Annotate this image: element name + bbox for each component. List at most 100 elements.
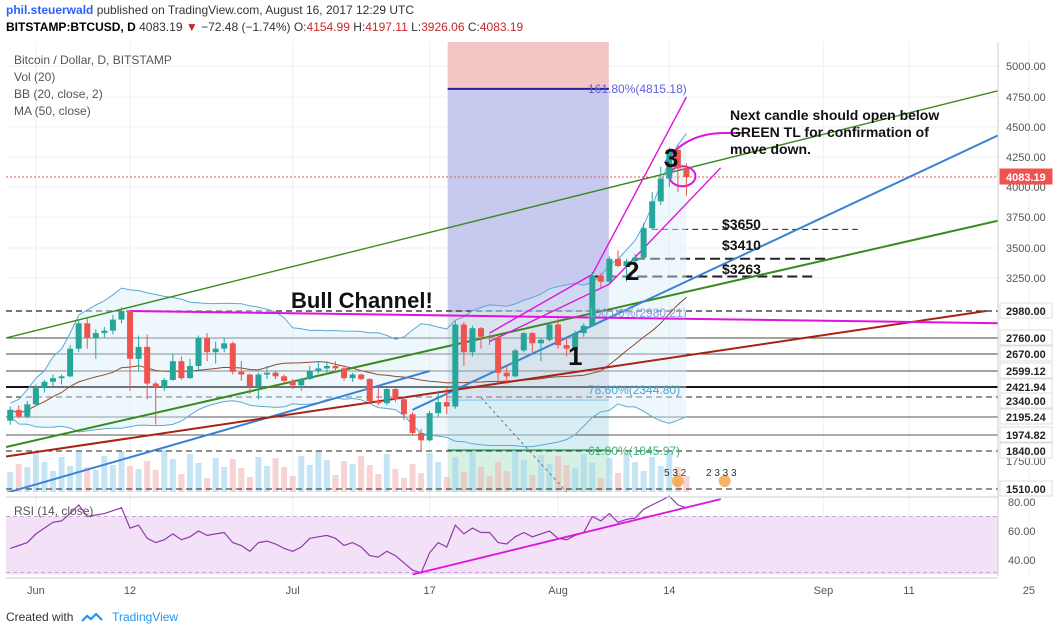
volume-bar — [101, 456, 108, 492]
publish-line: phil.steuerwald published on TradingView… — [6, 2, 1046, 19]
high-label: H: — [353, 20, 366, 34]
candle-body — [435, 402, 442, 414]
author-link[interactable]: phil.steuerwald — [6, 3, 94, 17]
volume-bar — [478, 467, 484, 492]
price-tick-label: 4250.00 — [1006, 152, 1046, 164]
volume-bar — [563, 465, 570, 492]
candle-body — [640, 228, 647, 258]
candle-body — [546, 324, 553, 340]
volume-bar — [161, 450, 168, 492]
tradingview-link[interactable]: TradingView — [112, 610, 179, 624]
legend-ma: MA (50, close) — [14, 104, 91, 118]
candle-body — [589, 275, 596, 326]
candle-body — [443, 402, 450, 407]
volume-bar — [238, 468, 245, 492]
candle-body — [229, 343, 236, 372]
volume-bar — [264, 466, 270, 492]
volume-bar — [15, 464, 22, 492]
volume-bar — [512, 451, 519, 492]
wave-2-label: 2 — [625, 256, 639, 286]
fib-zone-cyan — [447, 400, 609, 451]
note-line-1: Next candle should open below — [730, 107, 939, 123]
volume-bar — [32, 453, 39, 492]
open-label: O: — [293, 20, 307, 34]
candle-body — [400, 399, 407, 415]
level-3263-label: $3263 — [722, 261, 761, 277]
volume-bar — [366, 465, 373, 492]
volume-bar — [195, 463, 202, 492]
legend-vol: Vol (20) — [14, 70, 55, 84]
candle-body — [178, 361, 185, 379]
price-label: 1510.00 — [1006, 484, 1046, 496]
volume-bar — [41, 462, 48, 492]
horizontal-levels — [6, 176, 998, 490]
candle-body — [41, 381, 48, 388]
ma-line — [10, 296, 687, 414]
volume-bar — [332, 475, 339, 492]
blue-trendline-main — [412, 134, 998, 411]
volume-bar — [349, 464, 356, 492]
volume-bar — [272, 458, 279, 492]
volume-bar — [597, 478, 604, 492]
candle-body — [109, 319, 116, 331]
event-badge-icon — [718, 475, 731, 487]
volume-bar — [67, 466, 74, 492]
candle-body — [529, 333, 536, 344]
volume-bar — [246, 477, 253, 492]
candle-body — [186, 365, 193, 379]
candle-body — [92, 333, 99, 338]
volume-bar — [520, 460, 527, 492]
fib-618-label: 61.80%(1845.97) — [588, 444, 680, 458]
volume-bar — [683, 476, 690, 492]
volume-bar — [178, 474, 185, 492]
price-label-box — [999, 329, 1053, 346]
price-tick-label: 3500.00 — [1006, 243, 1046, 255]
volume-bar — [229, 459, 236, 492]
price-label-box — [999, 302, 1053, 319]
legend-rsi: RSI (14, close) — [14, 504, 93, 518]
candle-body — [478, 328, 484, 337]
volume-bar — [204, 478, 211, 492]
time-tick-label: Jul — [286, 585, 300, 597]
time-tick-label: 25 — [1023, 585, 1035, 597]
candle-body — [614, 258, 621, 266]
candle-body — [426, 413, 433, 441]
price-chart[interactable]: 5000.00 4750.00 4500.00 4250.00 4000.00 3750.… — [0, 40, 1056, 610]
rsi-line — [10, 495, 687, 574]
tradingview-logo-icon — [80, 612, 103, 622]
volume-bar — [503, 471, 510, 492]
volume-bar — [623, 453, 630, 492]
volume-bar — [443, 477, 450, 492]
rsi-tick-label: 40.00 — [1008, 555, 1036, 567]
symbol-text: BITSTAMP:BTCUSD, D — [6, 20, 136, 34]
candle-body — [161, 379, 168, 388]
price-label: 2670.00 — [1006, 349, 1046, 361]
price-tick-label: 5000.00 — [1006, 61, 1046, 73]
volume-bar — [555, 456, 562, 492]
candle-body — [341, 368, 348, 379]
rsi-trendline — [412, 498, 721, 576]
candle-body — [349, 374, 356, 379]
candle-body — [118, 311, 125, 320]
volume-bar — [606, 458, 613, 492]
rsi-tick-label: 60.00 — [1008, 526, 1036, 538]
candle-body — [15, 409, 22, 417]
red-trendline — [6, 310, 987, 458]
volume-bar — [418, 473, 425, 492]
price-label-box — [999, 168, 1053, 185]
price-tick-label: 3750.00 — [1006, 212, 1046, 224]
volume-bar — [426, 453, 433, 492]
time-tick-label: 12 — [124, 585, 136, 597]
event-1-label: 5 3 2 — [664, 468, 687, 479]
volume-bar — [24, 467, 31, 492]
price-label-box — [999, 362, 1053, 379]
down-arrow-icon: ▼ — [185, 20, 198, 34]
price-tick-label: 4000.00 — [1006, 182, 1046, 194]
volume-bar — [118, 451, 125, 492]
time-tick-label: 11 — [903, 585, 914, 597]
event-badge-icon — [671, 475, 684, 487]
price-label-box — [999, 345, 1053, 362]
volume-bar — [572, 468, 579, 492]
bull-channel-label: Bull Channel! — [291, 288, 433, 313]
fib-786-label: 78.60%(2344.80) — [588, 383, 680, 397]
